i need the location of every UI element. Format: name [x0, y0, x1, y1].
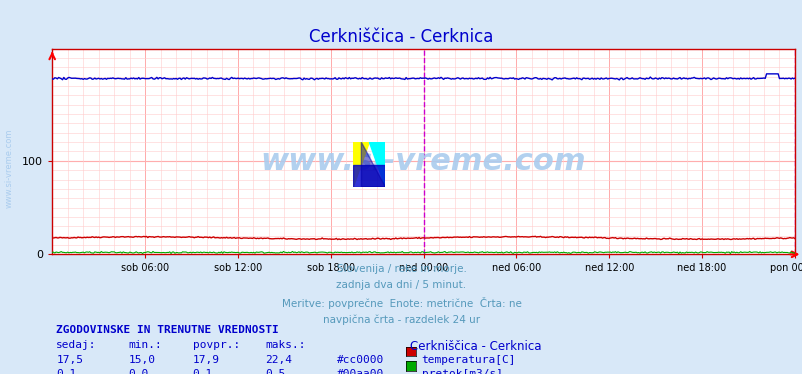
Text: min.:: min.:: [128, 340, 162, 350]
Text: 22,4: 22,4: [265, 355, 292, 365]
Text: #00aa00: #00aa00: [337, 369, 384, 374]
Text: Meritve: povprečne  Enote: metrične  Črta: ne: Meritve: povprečne Enote: metrične Črta:…: [282, 297, 520, 309]
Text: 17,5: 17,5: [56, 355, 83, 365]
Text: 0,5: 0,5: [265, 369, 285, 374]
Text: sedaj:: sedaj:: [56, 340, 96, 350]
Text: maks.:: maks.:: [265, 340, 305, 350]
Polygon shape: [353, 142, 369, 187]
Text: 15,0: 15,0: [128, 355, 156, 365]
Text: #cc0000: #cc0000: [337, 355, 384, 365]
Polygon shape: [353, 165, 385, 187]
Text: povpr.:: povpr.:: [192, 340, 240, 350]
Polygon shape: [369, 142, 385, 187]
Text: 0,1: 0,1: [192, 369, 213, 374]
Text: www.si-vreme.com: www.si-vreme.com: [5, 129, 14, 208]
Text: Slovenija / reke in morje.: Slovenija / reke in morje.: [336, 264, 466, 274]
Text: 0,1: 0,1: [56, 369, 76, 374]
Text: ZGODOVINSKE IN TRENUTNE VREDNOSTI: ZGODOVINSKE IN TRENUTNE VREDNOSTI: [56, 325, 278, 335]
Text: www.si-vreme.com: www.si-vreme.com: [261, 147, 585, 176]
Text: Cerkniščica - Cerknica: Cerkniščica - Cerknica: [409, 340, 541, 353]
Text: 0,0: 0,0: [128, 369, 148, 374]
Text: temperatura[C]: temperatura[C]: [421, 355, 516, 365]
Text: 17,9: 17,9: [192, 355, 220, 365]
Polygon shape: [361, 142, 385, 187]
Text: navpična črta - razdelek 24 ur: navpična črta - razdelek 24 ur: [322, 314, 480, 325]
Text: Cerkniščica - Cerknica: Cerkniščica - Cerknica: [309, 28, 493, 46]
Text: zadnja dva dni / 5 minut.: zadnja dva dni / 5 minut.: [336, 280, 466, 291]
Text: pretok[m3/s]: pretok[m3/s]: [421, 369, 502, 374]
